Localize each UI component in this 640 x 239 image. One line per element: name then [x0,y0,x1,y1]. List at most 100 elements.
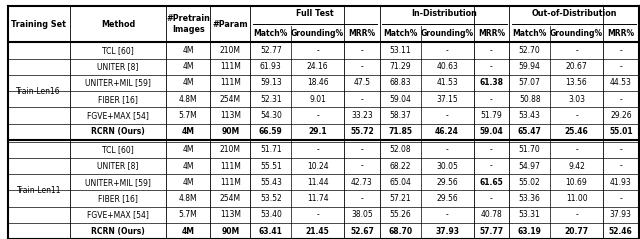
Text: 111M: 111M [220,62,241,71]
Text: 5.7M: 5.7M [179,210,198,219]
Text: 65.04: 65.04 [389,178,412,187]
Text: FGVE+MAX [54]: FGVE+MAX [54] [87,111,149,120]
Text: 61.93: 61.93 [260,62,282,71]
Text: 52.46: 52.46 [609,227,633,236]
Text: -: - [316,145,319,154]
Text: 44.53: 44.53 [610,78,632,87]
Text: 71.29: 71.29 [390,62,411,71]
Text: FIBER [16]: FIBER [16] [98,194,138,203]
Text: 57.07: 57.07 [519,78,541,87]
Text: 4M: 4M [182,178,194,187]
Text: 53.11: 53.11 [390,46,411,55]
Text: 37.93: 37.93 [610,210,632,219]
Text: 57.77: 57.77 [479,227,504,236]
Text: 52.31: 52.31 [260,95,282,104]
Text: 52.70: 52.70 [519,46,541,55]
Text: #Pretrain
Images: #Pretrain Images [166,14,210,34]
Text: 68.22: 68.22 [390,162,411,171]
Text: -: - [316,210,319,219]
Text: 59.94: 59.94 [519,62,541,71]
Text: -: - [575,145,578,154]
Text: 38.05: 38.05 [351,210,373,219]
Text: TCL [60]: TCL [60] [102,46,134,55]
Text: 9.42: 9.42 [568,162,585,171]
Text: -: - [490,194,493,203]
Text: Grounding%: Grounding% [550,29,603,38]
Text: 20.77: 20.77 [564,227,589,236]
Text: -: - [360,145,364,154]
Text: UNITER+MIL [59]: UNITER+MIL [59] [85,78,151,87]
Text: 21.45: 21.45 [306,227,330,236]
Text: 53.36: 53.36 [519,194,541,203]
Text: RCRN (Ours): RCRN (Ours) [91,227,145,236]
Text: -: - [360,62,364,71]
Text: 59.04: 59.04 [389,95,412,104]
Text: -: - [490,46,493,55]
Text: -: - [620,95,622,104]
Text: 37.93: 37.93 [435,227,459,236]
Text: 9.01: 9.01 [309,95,326,104]
Text: RCRN (Ours): RCRN (Ours) [91,127,145,136]
Text: 90M: 90M [221,127,239,136]
Text: 68.83: 68.83 [390,78,411,87]
Text: 40.78: 40.78 [481,210,502,219]
Text: 10.24: 10.24 [307,162,328,171]
Text: 90M: 90M [221,227,239,236]
Text: 55.01: 55.01 [609,127,633,136]
Text: 4M: 4M [182,78,194,87]
Text: -: - [360,194,364,203]
Text: 55.51: 55.51 [260,162,282,171]
Text: -: - [445,46,449,55]
Text: -: - [445,145,449,154]
Text: -: - [316,111,319,120]
Text: 210M: 210M [220,145,241,154]
Text: 4M: 4M [182,227,195,236]
Text: 111M: 111M [220,78,241,87]
Text: 55.02: 55.02 [519,178,541,187]
Text: 58.37: 58.37 [389,111,411,120]
Text: -: - [490,62,493,71]
Text: 4.8M: 4.8M [179,194,198,203]
Text: 68.70: 68.70 [388,227,412,236]
Text: 29.1: 29.1 [308,127,327,136]
Text: UNITER [8]: UNITER [8] [97,162,139,171]
Text: 5.7M: 5.7M [179,111,198,120]
Text: 25.46: 25.46 [564,127,588,136]
Text: 47.5: 47.5 [353,78,371,87]
Text: 4M: 4M [182,145,194,154]
Text: Train-Len11: Train-Len11 [17,186,61,195]
Text: 57.21: 57.21 [390,194,411,203]
Text: 54.97: 54.97 [519,162,541,171]
Text: Training Set: Training Set [12,20,66,29]
Text: MRR%: MRR% [348,29,376,38]
Text: 113M: 113M [220,111,241,120]
Text: UNITER [8]: UNITER [8] [97,62,139,71]
Text: 59.04: 59.04 [479,127,503,136]
Text: -: - [445,111,449,120]
Text: 55.26: 55.26 [389,210,411,219]
Text: 4M: 4M [182,46,194,55]
Text: 4M: 4M [182,162,194,171]
Text: FIBER [16]: FIBER [16] [98,95,138,104]
Text: -: - [316,46,319,55]
Text: -: - [620,194,622,203]
Text: 53.43: 53.43 [519,111,541,120]
Text: 254M: 254M [220,194,241,203]
Text: 30.05: 30.05 [436,162,458,171]
Text: 20.67: 20.67 [566,62,588,71]
Text: 52.67: 52.67 [350,227,374,236]
Text: 61.65: 61.65 [479,178,503,187]
Text: 13.56: 13.56 [566,78,588,87]
Text: 11.74: 11.74 [307,194,328,203]
Text: 41.53: 41.53 [436,78,458,87]
Text: 4M: 4M [182,62,194,71]
Text: -: - [620,46,622,55]
Text: -: - [445,210,449,219]
Text: 53.31: 53.31 [519,210,541,219]
Text: 63.19: 63.19 [518,227,541,236]
Text: 71.85: 71.85 [388,127,412,136]
Text: Grounding%: Grounding% [420,29,474,38]
Text: 37.15: 37.15 [436,95,458,104]
Text: -: - [360,95,364,104]
Text: 55.43: 55.43 [260,178,282,187]
